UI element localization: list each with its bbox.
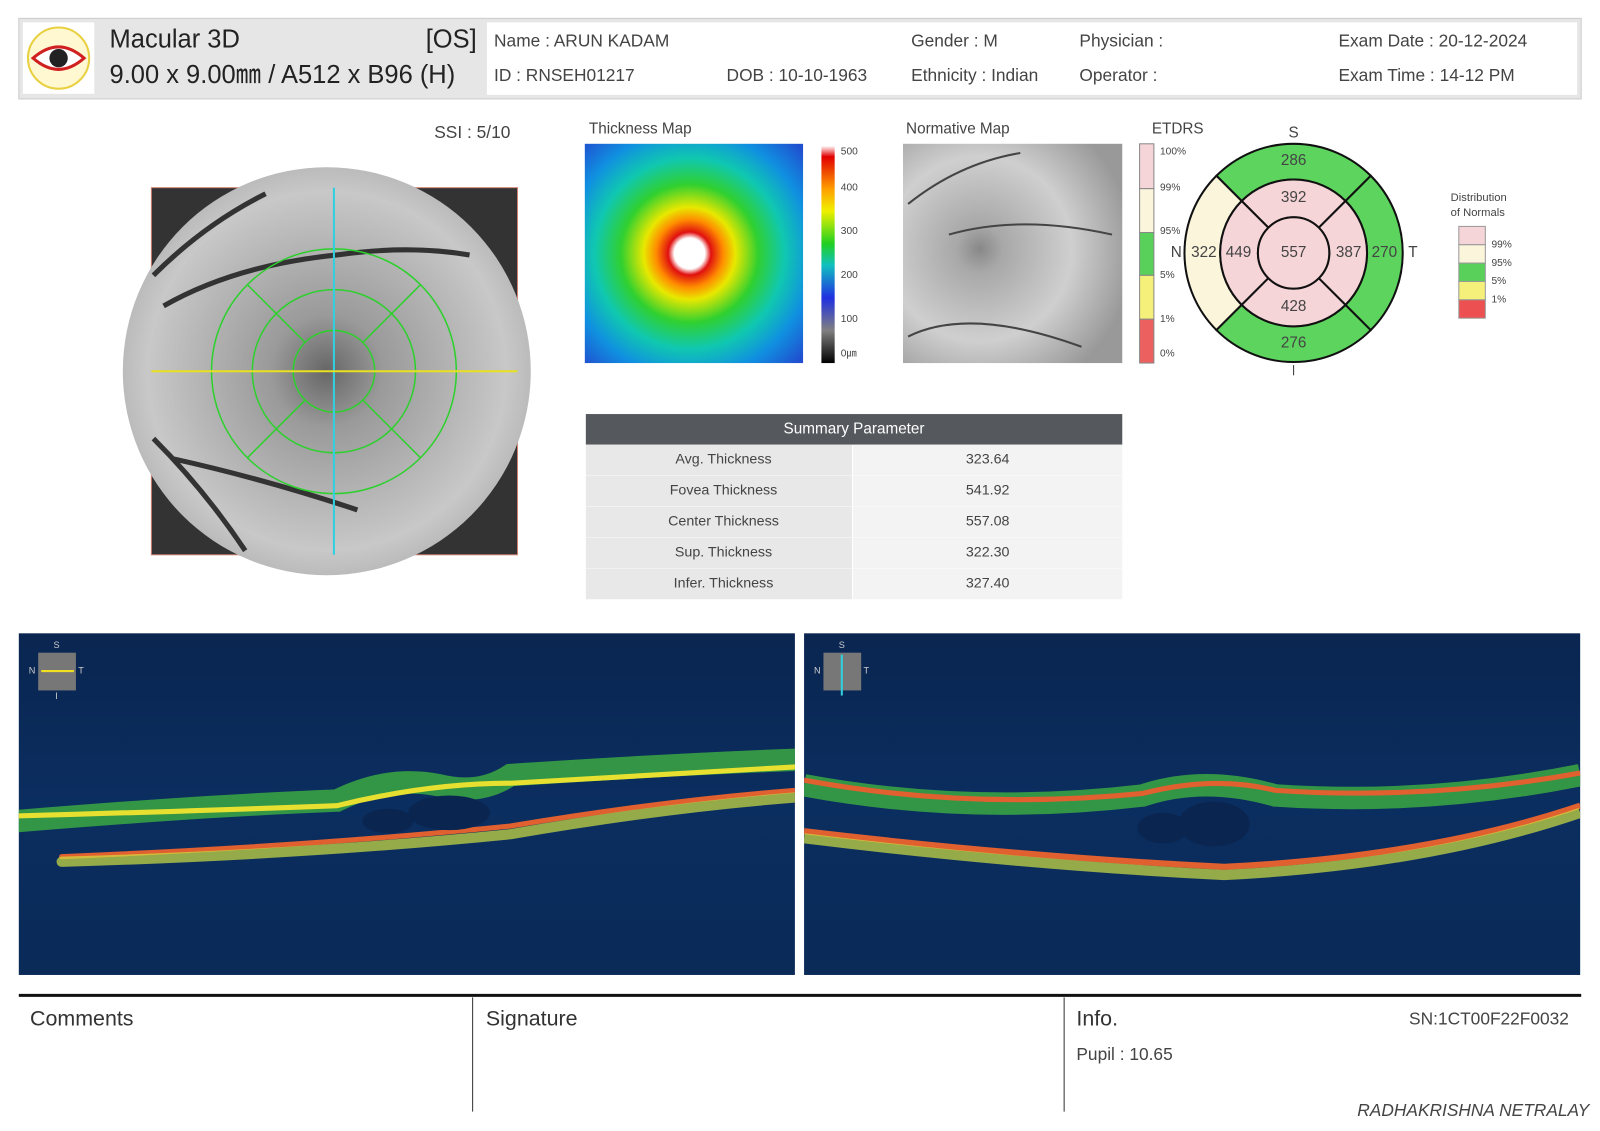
comments-label: Comments (30, 1006, 133, 1030)
etdrs-nasal: N (1171, 244, 1182, 261)
thickness-scale-label: 500 (841, 147, 858, 158)
bscan-dir: N (814, 665, 821, 675)
clinic-name: RADHAKRISHNA NETRALAY (1357, 1100, 1590, 1120)
summary-title: Summary Parameter (784, 420, 925, 437)
etdrs-scale-label: 5% (1160, 270, 1175, 281)
etdrs-value: 428 (1281, 298, 1307, 315)
patient-box (486, 22, 1578, 95)
etdrs-title: ETDRS (1152, 121, 1204, 138)
summary-label: Center Thickness (668, 514, 779, 530)
summary-label: Fovea Thickness (670, 483, 778, 499)
bscan-dir: T (863, 665, 869, 675)
normative-vessels (907, 151, 1113, 348)
legend-label: 5% (1491, 276, 1506, 287)
eye-side: [OS] (426, 26, 477, 54)
thickness-map-title: Thickness Map (589, 121, 692, 138)
thickness-scale-label: 200 (841, 270, 858, 281)
patient-ethnicity: Ethnicity : Indian (911, 65, 1038, 85)
etdrs-scale-label: 0% (1160, 349, 1175, 360)
etdrs-value: 276 (1281, 335, 1307, 352)
normative-map-title: Normative Map (906, 121, 1010, 138)
eye-icon-pupil (49, 48, 68, 68)
legend-label: 1% (1491, 295, 1506, 306)
thickness-scale-label: 300 (841, 226, 858, 237)
exam-date: Exam Date : 20-12-2024 (1338, 30, 1527, 50)
etdrs-superior: S (1288, 125, 1298, 142)
summary-value: 322.30 (966, 545, 1010, 561)
etdrs-scale-label: 95% (1160, 226, 1180, 237)
etdrs-scale-label: 100% (1160, 147, 1186, 158)
etdrs-center (1256, 216, 1331, 290)
summary-value-cell (853, 568, 1123, 600)
thickness-scale-label: 0㎛ (841, 349, 857, 360)
etdrs-value: 322 (1191, 244, 1217, 261)
etdrs-value: 392 (1281, 189, 1307, 206)
etdrs-value: 449 (1226, 244, 1252, 261)
info-label: Info. (1076, 1006, 1118, 1030)
exam-title: Macular 3D (110, 26, 240, 54)
bscan-dir: I (55, 691, 58, 701)
etdrs-scale-bar (1139, 143, 1155, 364)
bscan-vertical-layers (804, 764, 1581, 881)
patient-name: Name : ARUN KADAM (494, 30, 669, 50)
summary-label-cell (585, 568, 853, 600)
summary-value: 323.64 (966, 452, 1010, 468)
bscan-horizontal-layers (18, 748, 795, 867)
summary-value: 557.08 (966, 514, 1010, 530)
bscan-dir: N (29, 665, 36, 675)
serial-number: SN:1CT00F22F0032 (1409, 1008, 1569, 1028)
etdrs-value: 557 (1281, 244, 1307, 261)
summary-header (585, 414, 1123, 445)
thickness-map (584, 143, 804, 364)
etdrs-scale-label: 1% (1160, 314, 1175, 325)
etdrs-value: 387 (1336, 244, 1362, 261)
summary-value: 327.40 (966, 576, 1010, 592)
patient-dob: DOB : 10-10-1963 (727, 65, 868, 85)
ssi: SSI : 5/10 (434, 122, 510, 142)
legend-title: Distribution (1451, 192, 1507, 204)
patient-id: ID : RNSEH01217 (494, 65, 635, 85)
etdrs-scale-label: 99% (1160, 182, 1180, 193)
legend-boxes (1458, 225, 1486, 319)
patient-gender: Gender : M (911, 30, 998, 50)
summary-label: Sup. Thickness (675, 545, 772, 561)
summary-value-cell (853, 537, 1123, 569)
etdrs-value: 286 (1281, 152, 1307, 169)
operator: Operator : (1079, 65, 1157, 85)
summary-label-cell (585, 444, 853, 476)
summary-label-cell (585, 475, 853, 507)
fundus-vessels (151, 191, 470, 553)
thickness-scale-label: 400 (841, 182, 858, 193)
etdrs-value: 270 (1372, 244, 1398, 261)
summary-value-cell (853, 506, 1123, 538)
summary-label: Avg. Thickness (675, 452, 771, 468)
normative-map (903, 143, 1123, 364)
legend-title: of Normals (1451, 207, 1506, 219)
bscan-dir: S (53, 640, 59, 650)
thickness-scale-label: 100 (841, 314, 858, 325)
summary-label: Infer. Thickness (674, 576, 774, 592)
bscan-dir: S (839, 640, 845, 650)
summary-label-cell (585, 506, 853, 538)
summary-value-cell (853, 475, 1123, 507)
exam-time: Exam Time : 14-12 PM (1338, 65, 1514, 85)
etdrs-temporal: T (1408, 244, 1417, 261)
summary-value-cell (853, 444, 1123, 476)
legend-label: 95% (1491, 258, 1511, 269)
signature-label: Signature (486, 1006, 578, 1030)
legend-label: 99% (1491, 239, 1511, 250)
bscan-dir: T (78, 665, 84, 675)
summary-value: 541.92 (966, 483, 1010, 499)
summary-label-cell (585, 537, 853, 569)
thickness-colorbar (821, 145, 835, 364)
physician: Physician : (1079, 30, 1163, 50)
pupil: Pupil : 10.65 (1076, 1044, 1172, 1064)
scan-pattern: 9.00 x 9.00㎜ / A512 x B96 (H) (110, 61, 456, 89)
